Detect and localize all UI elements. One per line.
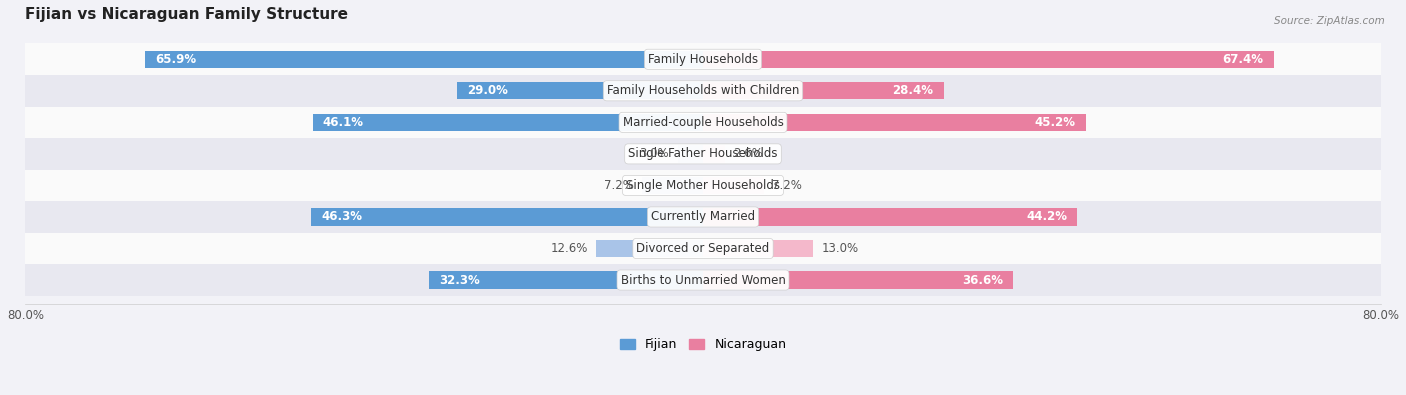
Text: 45.2%: 45.2% [1035, 116, 1076, 129]
Bar [703, 114, 1085, 131]
Bar [643, 177, 703, 194]
Bar [429, 271, 703, 289]
Text: Married-couple Households: Married-couple Households [623, 116, 783, 129]
Text: 46.3%: 46.3% [321, 211, 361, 224]
Text: 29.0%: 29.0% [468, 84, 509, 97]
Bar [703, 82, 943, 100]
Text: 46.1%: 46.1% [323, 116, 364, 129]
Text: Births to Unmarried Women: Births to Unmarried Women [620, 274, 786, 286]
Bar [703, 271, 1012, 289]
Bar [25, 169, 1381, 201]
Bar [312, 114, 703, 131]
Bar [703, 208, 1077, 226]
Legend: Fijian, Nicaraguan: Fijian, Nicaraguan [614, 333, 792, 356]
Bar [25, 107, 1381, 138]
Text: 7.2%: 7.2% [772, 179, 803, 192]
Text: Single Mother Households: Single Mother Households [626, 179, 780, 192]
Bar [678, 145, 703, 163]
Text: 28.4%: 28.4% [893, 84, 934, 97]
Text: Fijian vs Nicaraguan Family Structure: Fijian vs Nicaraguan Family Structure [25, 7, 349, 22]
Text: 67.4%: 67.4% [1223, 53, 1264, 66]
Text: 36.6%: 36.6% [962, 274, 1002, 286]
Text: Source: ZipAtlas.com: Source: ZipAtlas.com [1274, 16, 1385, 26]
Text: 32.3%: 32.3% [440, 274, 481, 286]
Bar [25, 138, 1381, 169]
Bar [703, 177, 763, 194]
Text: 3.0%: 3.0% [640, 147, 669, 160]
Bar [596, 240, 703, 257]
Text: Family Households: Family Households [648, 53, 758, 66]
Bar [311, 208, 703, 226]
Bar [25, 43, 1381, 75]
Bar [457, 82, 703, 100]
Text: Family Households with Children: Family Households with Children [607, 84, 799, 97]
Text: 12.6%: 12.6% [550, 242, 588, 255]
Text: Currently Married: Currently Married [651, 211, 755, 224]
Bar [25, 233, 1381, 264]
Bar [703, 51, 1274, 68]
Text: Divorced or Separated: Divorced or Separated [637, 242, 769, 255]
Bar [25, 75, 1381, 107]
Text: 7.2%: 7.2% [603, 179, 634, 192]
Text: 44.2%: 44.2% [1026, 211, 1067, 224]
Bar [703, 240, 813, 257]
Text: 2.6%: 2.6% [734, 147, 763, 160]
Bar [145, 51, 703, 68]
Bar [25, 201, 1381, 233]
Bar [703, 145, 725, 163]
Text: 65.9%: 65.9% [155, 53, 197, 66]
Text: 13.0%: 13.0% [821, 242, 859, 255]
Bar [25, 264, 1381, 296]
Text: Single Father Households: Single Father Households [628, 147, 778, 160]
